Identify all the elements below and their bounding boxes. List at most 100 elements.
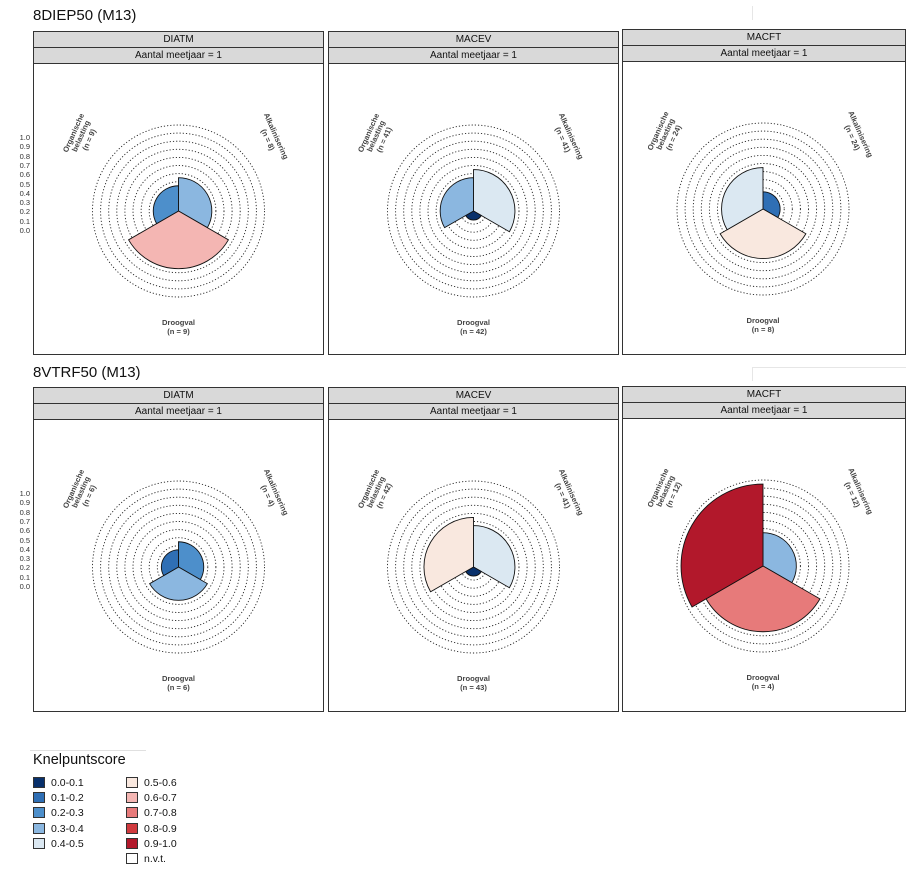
category-name: Droogval	[162, 318, 195, 327]
grid-circle	[692, 495, 834, 637]
y-tick-label: 0.0	[19, 582, 30, 591]
legend-label: 0.2-0.3	[51, 807, 84, 820]
polar-bar	[762, 532, 797, 584]
y-tick-label: 0.7	[19, 516, 30, 526]
category-label: Droogval(n = 8)	[747, 316, 780, 334]
category-count: (n = 43)	[460, 683, 487, 692]
polar-chart: Alkalinisering(n = 24) Droogval(n = 8) Org…	[645, 109, 875, 334]
polar-bar	[705, 565, 821, 633]
legend-label: n.v.t.	[144, 853, 166, 865]
facet-panel: MACEV Aantal meetjaar = 1 Alkalinisering…	[328, 31, 619, 355]
y-tick-label: 0.3	[19, 554, 30, 564]
grid-circle	[124, 512, 233, 622]
legend-swatch	[126, 853, 138, 864]
polar-bar	[439, 177, 474, 229]
category-label: Alkalinisering(n = 8)	[259, 111, 290, 160]
polar-bar	[160, 549, 179, 577]
polar-chart: Alkalinisering(n = 41) Droogval(n = 43) Or…	[356, 467, 586, 692]
facet-strip-subtitle: Aantal meetjaar = 1	[34, 48, 323, 64]
y-tick-label: 0.0	[19, 226, 30, 235]
y-tick-label: 0.6	[19, 526, 30, 536]
grid-circle	[100, 132, 257, 290]
category-label: Droogval(n = 6)	[162, 674, 195, 692]
facet-strip-title: MACFT	[623, 387, 905, 403]
grid-circle	[395, 488, 552, 646]
legend-swatch	[126, 822, 138, 834]
grid-circle	[108, 140, 249, 282]
facet-panel: MACEV Aantal meetjaar = 1 Alkalinisering…	[328, 387, 619, 712]
polar-chart: Alkalinisering(n = 8) Droogval(n = 9) Orga…	[61, 111, 291, 336]
category-count: (n = 9)	[167, 327, 190, 336]
category-name: Droogval	[457, 674, 490, 683]
grid-circle	[700, 146, 826, 272]
polar-bar	[473, 525, 516, 589]
facet-strip-subtitle: Aantal meetjaar = 1	[329, 404, 618, 420]
y-tick-label: 0.9	[19, 498, 30, 508]
y-tick-label: 0.1	[19, 572, 30, 582]
grid-circle	[708, 154, 818, 264]
legend-label: 0.1-0.2	[51, 792, 84, 805]
facet-strip-title: DIATM	[34, 388, 323, 404]
facet-strip-title: MACEV	[329, 388, 618, 404]
category-label: Droogval(n = 9)	[162, 318, 195, 336]
grid-circle	[403, 140, 544, 282]
legend-label: 0.4-0.5	[51, 837, 84, 850]
facet-strip-title: DIATM	[34, 32, 323, 48]
facet-panel: DIATM Aantal meetjaar = 1 Alkalinisering…	[33, 31, 324, 355]
legend-divider	[30, 750, 146, 751]
legend-swatch	[126, 807, 138, 819]
y-tick-label: 0.2	[19, 207, 30, 217]
polar-bar	[127, 210, 230, 270]
facet-strip-subtitle: Aantal meetjaar = 1	[34, 404, 323, 420]
legend-swatch	[33, 807, 45, 819]
edge-line	[752, 367, 753, 381]
legend-swatch	[126, 777, 138, 788]
grid-circle	[387, 480, 560, 654]
legend-swatch	[126, 792, 138, 804]
facet-strip-subtitle: Aantal meetjaar = 1	[623, 403, 905, 419]
category-label: Alkalinisering(n = 12)	[843, 466, 875, 515]
y-tick-label: 0.7	[19, 160, 30, 170]
polar-bar	[473, 169, 516, 233]
category-count: (n = 4)	[752, 682, 775, 691]
legend-label: 0.5-0.6	[144, 777, 177, 789]
y-tick-label: 0.2	[19, 563, 30, 573]
category-label: Alkalinisering(n = 4)	[259, 467, 290, 516]
grid-circle	[676, 122, 850, 296]
legend-swatch	[33, 792, 45, 804]
polar-bar	[719, 208, 807, 259]
legend-swatch	[126, 837, 138, 849]
facet-panel: DIATM Aantal meetjaar = 1 Alkalinisering…	[33, 387, 324, 712]
grid-circle	[676, 479, 850, 653]
grid-circle	[427, 521, 520, 613]
category-label: Droogval(n = 42)	[457, 318, 490, 336]
section-title-1: 8DIEP50 (M13)	[33, 7, 137, 24]
legend: Knelpuntscore	[33, 752, 126, 768]
legend-label: 0.0-0.1	[51, 777, 84, 789]
polar-bar	[423, 516, 474, 593]
polar-bar	[178, 177, 213, 229]
y-tick-label: 0.5	[19, 535, 30, 545]
polar-bar	[152, 185, 179, 225]
legend-label: 0.7-0.8	[144, 807, 177, 820]
polar-chart: Alkalinisering(n = 4) Droogval(n = 6) Orga…	[61, 467, 291, 692]
y-tick-label: 1.0	[19, 133, 30, 142]
legend-swatch	[33, 822, 45, 834]
grid-circle	[411, 504, 536, 630]
grid-circle	[419, 512, 528, 622]
category-name: Droogval	[747, 673, 780, 682]
polar-chart: Alkalinisering(n = 41) Droogval(n = 42) Or…	[356, 111, 586, 336]
legend-label: 0.8-0.9	[144, 822, 177, 835]
grid-circle	[684, 130, 842, 288]
y-tick-label: 0.3	[19, 198, 30, 208]
legend-swatch	[33, 837, 45, 849]
y-tick-label: 0.1	[19, 216, 30, 226]
category-label: Alkalinisering(n = 41)	[553, 467, 585, 516]
legend-swatch	[33, 777, 45, 788]
polar-bar	[149, 566, 208, 601]
y-tick-label: 0.8	[19, 507, 30, 517]
